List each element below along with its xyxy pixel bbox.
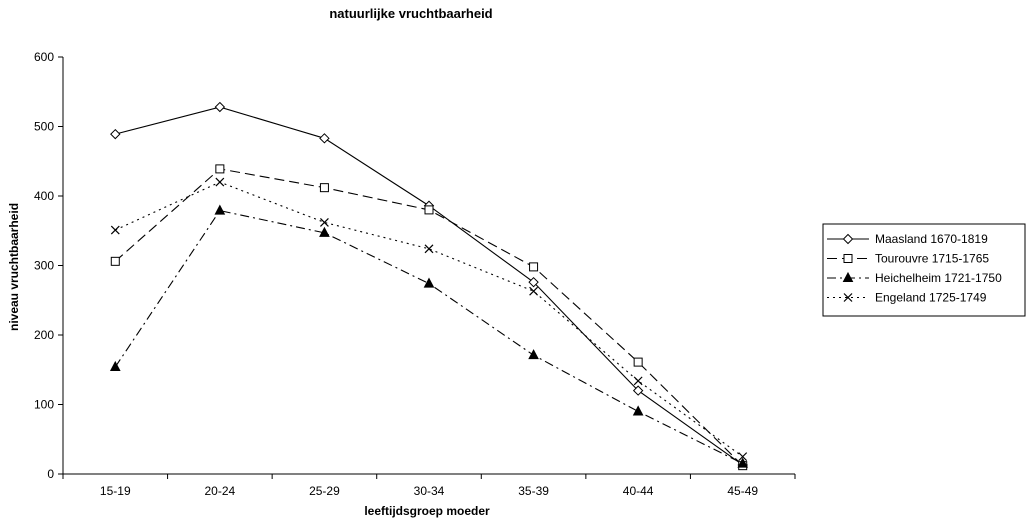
legend-label: Heichelheim 1721-1750 (875, 271, 1002, 285)
x-tick-label: 45-49 (727, 484, 758, 498)
cross-stroke (738, 452, 748, 462)
cross-stroke (633, 376, 643, 386)
legend: Maasland 1670-1819 Tourouvre 1715-1765 Hei… (822, 223, 1026, 317)
data-point (633, 357, 643, 367)
y-tick-label: 0 (47, 467, 54, 481)
data-point (110, 225, 120, 235)
data-point (214, 204, 226, 215)
data-point (319, 183, 329, 193)
y-tick-label: 600 (34, 50, 54, 64)
cross-stroke (215, 177, 225, 187)
legend-marker (842, 233, 854, 245)
data-point (320, 217, 329, 227)
series-line (115, 181, 744, 458)
cross-stroke (843, 293, 853, 302)
data-point (529, 262, 539, 272)
legend-marker (843, 293, 853, 302)
cross-stroke (110, 225, 120, 235)
x-tick-label: 40-44 (623, 484, 654, 498)
series-2 (110, 164, 748, 471)
data-point (738, 452, 748, 462)
legend-item: Maasland 1670-1819 (827, 232, 988, 246)
plot-area: 0 100 200 300 400 500 600 15-19 20-24 25-29 30-34 3… (34, 50, 796, 498)
cross-stroke (424, 244, 434, 254)
cross-stroke (529, 286, 538, 296)
x-tick-label: 25-29 (309, 484, 340, 498)
data-point (632, 405, 644, 416)
data-point (632, 385, 644, 396)
y-tick-label: 400 (34, 189, 54, 203)
data-point (529, 286, 538, 296)
data-point (110, 256, 120, 266)
data-point (214, 101, 226, 113)
data-point (110, 128, 121, 140)
data-point (423, 277, 435, 288)
series-4 (110, 177, 748, 462)
legend-label: Engeland 1725-1749 (875, 291, 987, 305)
legend-marker (842, 271, 854, 282)
data-point (737, 457, 749, 468)
legend-label: Maasland 1670-1819 (875, 232, 988, 246)
y-axis-label: niveau vruchtbaarheid (7, 203, 21, 331)
cross-stroke (320, 217, 329, 227)
legend-item: Heichelheim 1721-1750 (827, 271, 1002, 285)
x-tick-label: 35-39 (518, 484, 549, 498)
y-tick-label: 500 (34, 120, 54, 134)
series-3 (109, 204, 749, 468)
data-point (215, 177, 225, 187)
x-tick-label: 30-34 (414, 484, 445, 498)
legend-item: Engeland 1725-1749 (827, 291, 987, 305)
chart-title: natuurlijke vruchtbaarheid (329, 6, 492, 21)
data-point (319, 226, 330, 237)
data-point (109, 360, 121, 371)
data-point (215, 164, 225, 174)
data-point (424, 205, 434, 215)
y-tick-label: 300 (34, 259, 54, 273)
legend-label: Tourouvre 1715-1765 (875, 252, 989, 266)
y-tick-label: 100 (34, 398, 54, 412)
legend-item: Tourouvre 1715-1765 (827, 252, 989, 266)
legend-marker (843, 254, 853, 263)
data-point (528, 276, 539, 288)
x-axis-label: leeftijdsgroep moeder (364, 504, 490, 518)
data-point (424, 244, 434, 254)
data-point (528, 349, 539, 360)
data-point (633, 376, 643, 386)
data-point (319, 133, 330, 144)
x-tick-label: 15-19 (100, 484, 131, 498)
x-tick-label: 20-24 (205, 484, 236, 498)
y-tick-label: 200 (34, 328, 54, 342)
